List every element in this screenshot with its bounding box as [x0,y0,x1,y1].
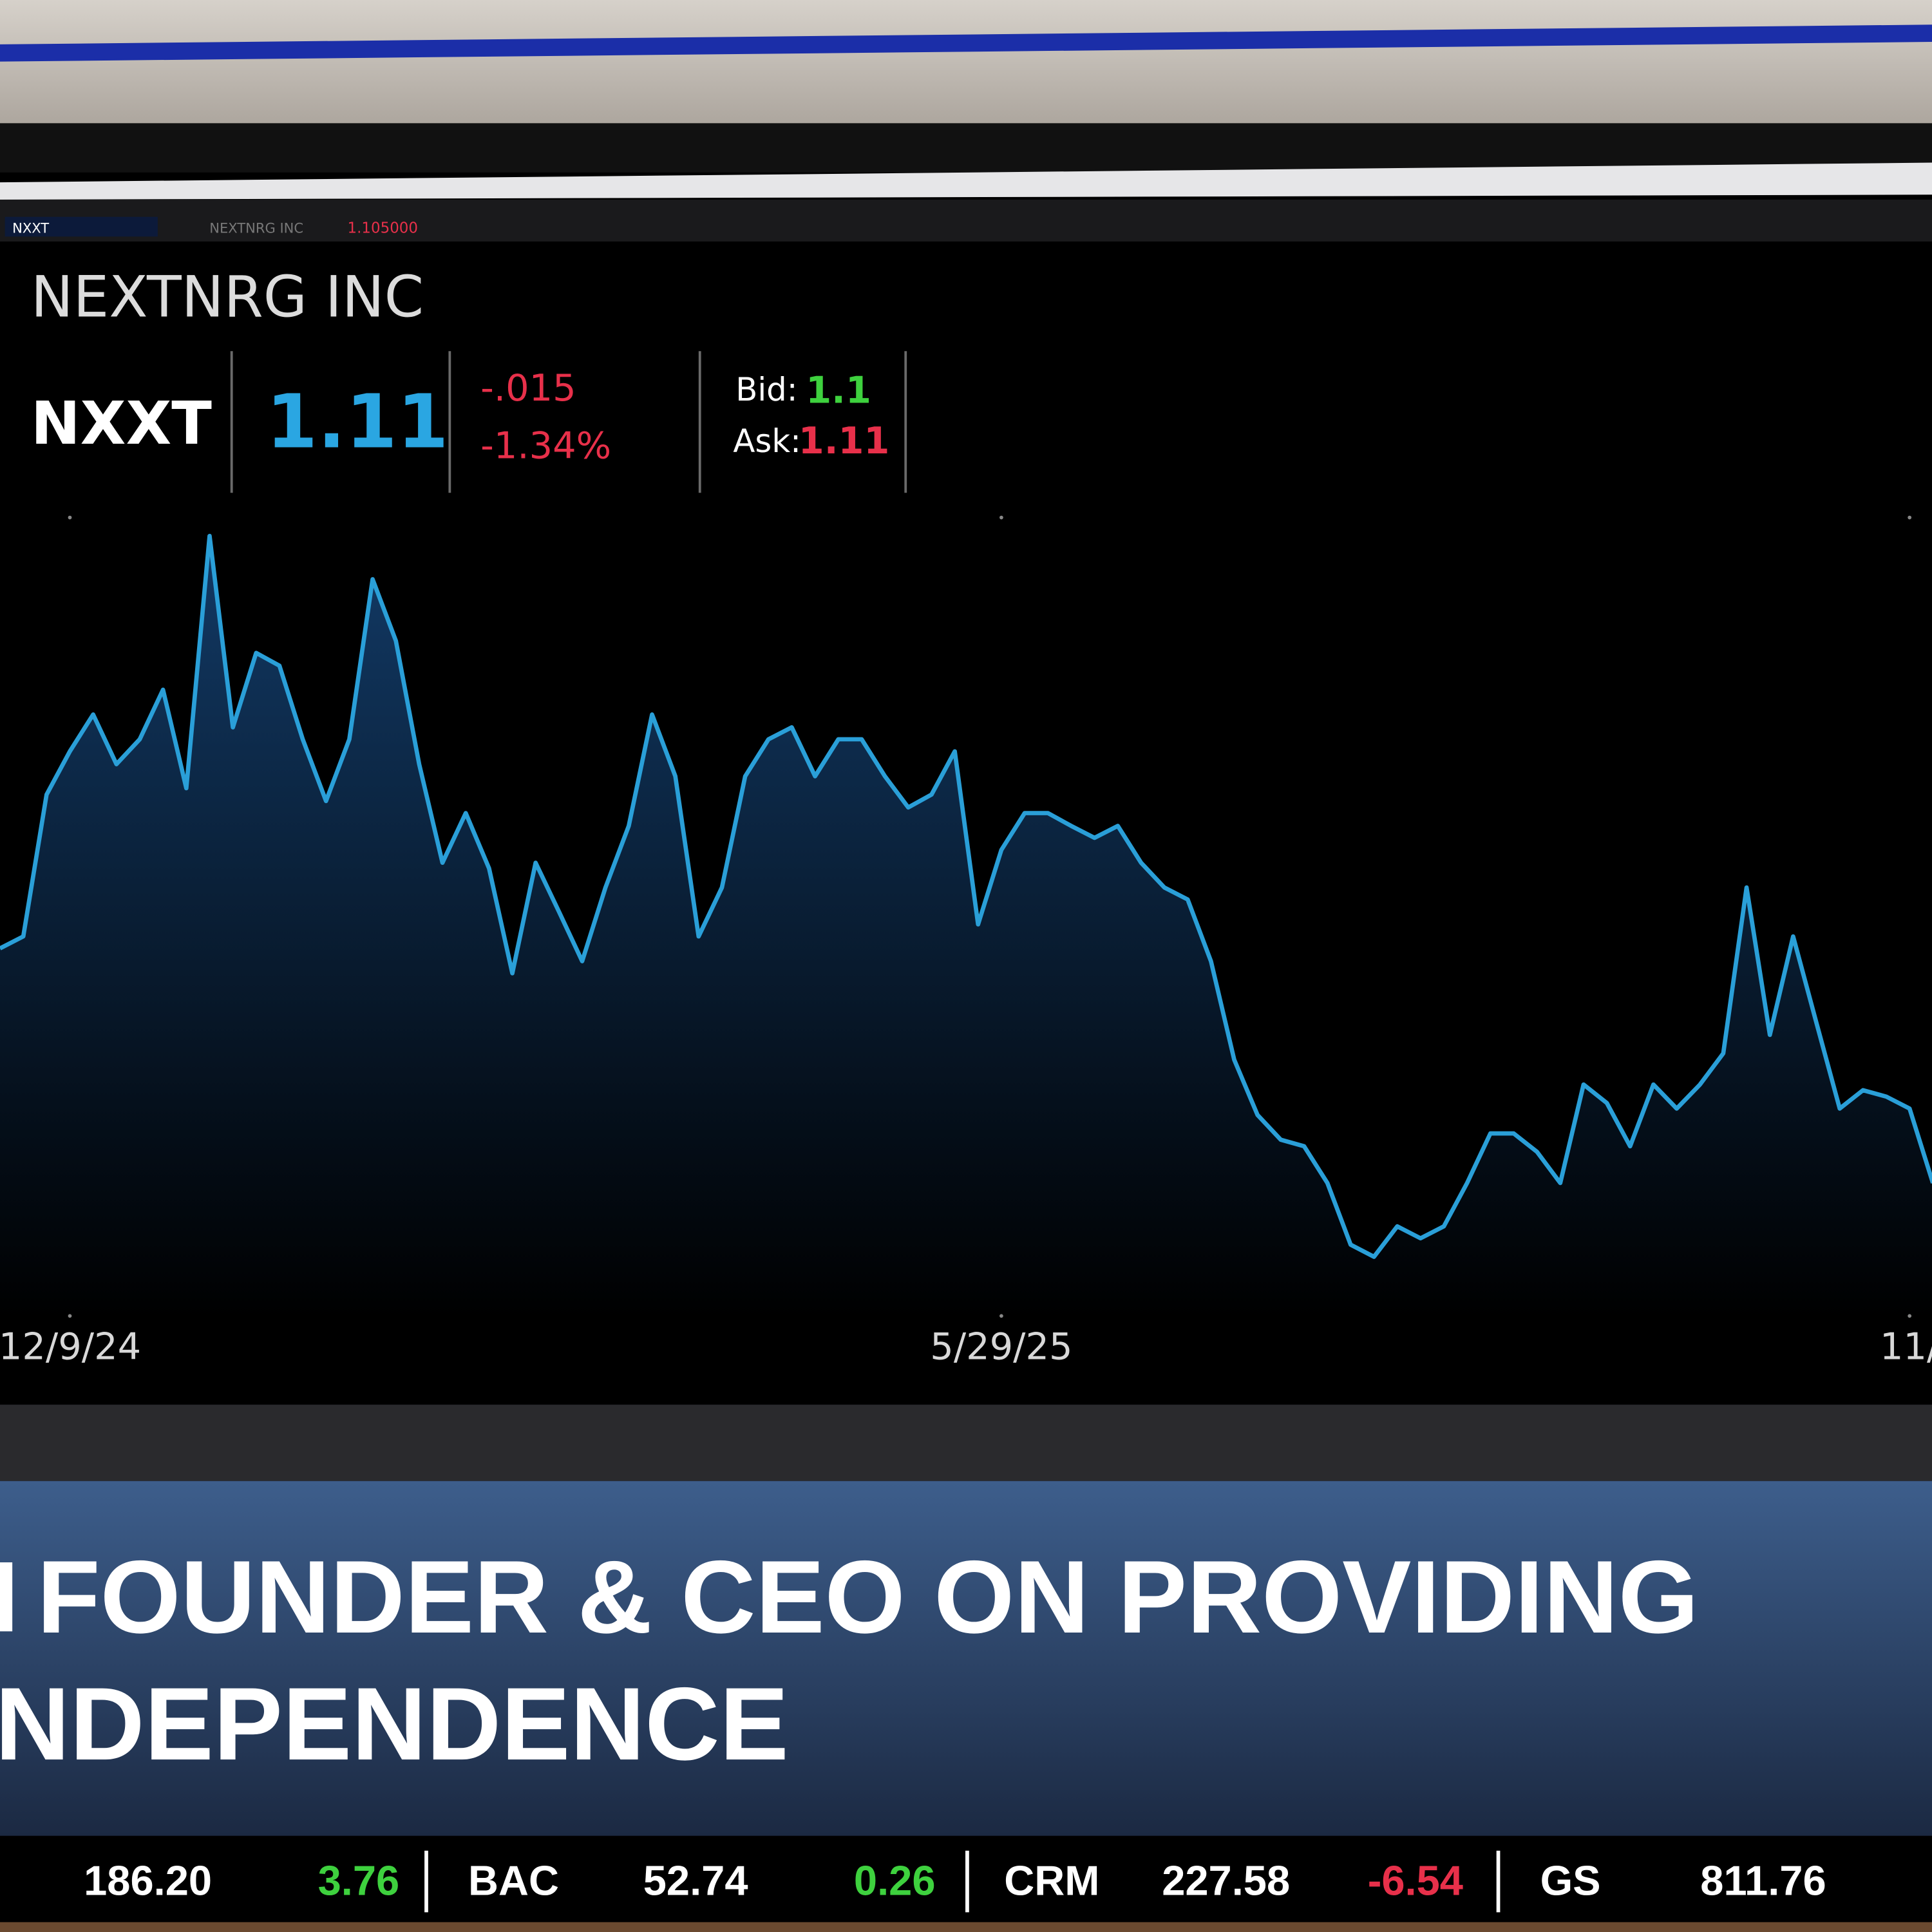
ticker-symbol: BAC [468,1857,559,1904]
ticker-price: 52.74 [643,1857,748,1904]
symbol-box [5,216,158,237]
headline-banner [0,1481,1932,1836]
toolbar [0,199,1932,242]
ticker-change: -6.54 [1368,1857,1463,1904]
ticker-price: 227.58 [1162,1857,1290,1904]
x-tick-label: 12/9/24 [0,1325,141,1368]
bezel-bottom [0,1405,1932,1481]
x-tick-dot [999,515,1003,520]
bezel [0,0,1932,136]
line-chart: 12/9/24 5/29/25 11/ [0,515,1932,1368]
change-pct: -1.34% [480,424,611,468]
ticker-change: 0.26 [854,1857,936,1904]
ask-label: Ask: [733,422,801,460]
x-tick-dot [999,1314,1003,1318]
company-name: NEXTNRG INC [31,264,424,330]
x-tick-dot [1908,515,1912,520]
quote-symbol: NXXT [31,389,212,458]
cut-letter [0,1562,13,1632]
toolbar-symbol: NXXT [12,220,49,236]
bid: 1.1 [806,369,871,412]
ticker-change: 3.76 [318,1857,400,1904]
x-tick-label: 11/ [1880,1325,1932,1368]
ticker-price: 811.76 [1700,1857,1826,1904]
bezel-dark [0,123,1932,173]
ticker-price: 186.20 [84,1857,212,1904]
last-price: 1.11 [266,379,448,466]
ticker-symbol: CRM [1004,1857,1099,1904]
toolbar-price: 1.105000 [348,220,418,237]
area [0,536,1932,1319]
headline-line: FOUNDER & CEO ON PROVIDING [37,1540,1698,1655]
toolbar-name: NEXTNRG INC [209,220,303,236]
x-tick-dot [1908,1314,1912,1318]
x-tick-label: 5/29/25 [930,1325,1072,1368]
desk-edge [0,1922,1932,1932]
x-tick-dot [68,1314,72,1318]
bid-label: Bid: [735,371,797,408]
change: -.015 [480,366,576,410]
ask: 1.11 [799,419,890,462]
ticker-symbol: GS [1540,1857,1601,1904]
blue-stripe [0,24,1932,62]
window-titlebar [0,162,1932,200]
headline-line: NDEPENDENCE [0,1667,789,1782]
x-tick-dot [68,515,72,520]
line [0,533,1932,1259]
